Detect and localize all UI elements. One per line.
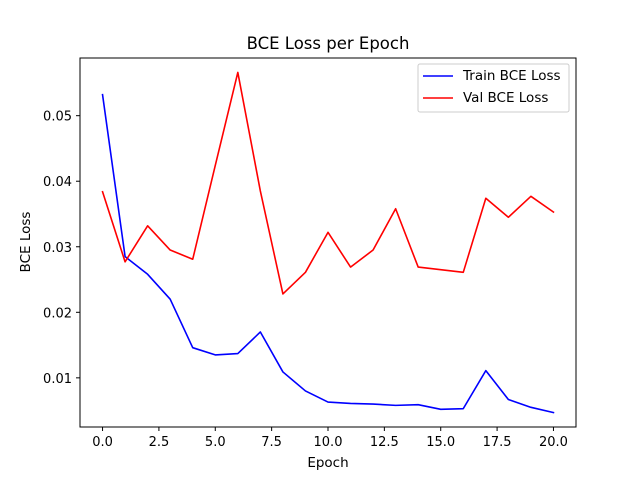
- y-tick-label: 0.05: [43, 110, 72, 125]
- x-tick-label: 15.0: [426, 435, 455, 450]
- series-line-val: [101, 71, 555, 295]
- legend-label-val: Val BCE Loss: [463, 90, 548, 106]
- y-tick-label: 0.02: [43, 306, 72, 321]
- x-tick-label: 17.5: [483, 435, 512, 450]
- x-tick-label: 10.0: [314, 435, 343, 450]
- x-tick-label: 20.0: [539, 435, 568, 450]
- legend-box: [417, 63, 570, 113]
- y-axis-label: BCE Loss: [18, 212, 34, 273]
- y-tick-label: 0.01: [43, 372, 72, 387]
- x-tick-label: 7.5: [261, 435, 282, 450]
- x-axis-label: Epoch: [307, 455, 348, 471]
- x-tick-label: 5.0: [205, 435, 226, 450]
- plot-lines: [101, 71, 555, 414]
- y-axis: 0.01 0.02 0.03 0.04 0.05: [43, 110, 80, 387]
- legend-label-train: Train BCE Loss: [462, 68, 561, 84]
- legend: Train BCE Loss Val BCE Loss: [417, 63, 570, 113]
- x-tick-label: 2.5: [149, 435, 170, 450]
- x-tick-label: 12.5: [370, 435, 399, 450]
- y-tick-label: 0.03: [43, 241, 72, 256]
- chart-title: BCE Loss per Epoch: [247, 34, 410, 53]
- x-axis: 0.0 2.5 5.0 7.5 10.0 12.5 15.0 17.5 20.0: [92, 427, 568, 450]
- series-line-train: [101, 93, 555, 414]
- x-tick-label: 0.0: [92, 435, 113, 450]
- y-tick-label: 0.04: [43, 175, 72, 190]
